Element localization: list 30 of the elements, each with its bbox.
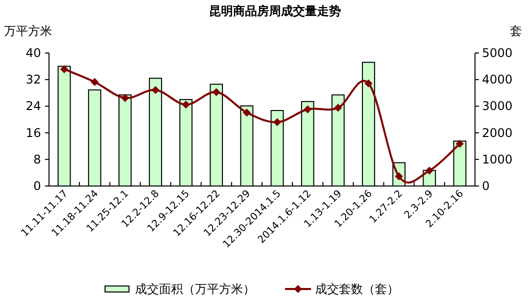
point <box>90 78 99 86</box>
point <box>152 86 160 94</box>
y-axis-title: 万平方米 <box>4 24 52 38</box>
legend-label: 成交面积（万平方米） <box>135 282 255 296</box>
y2-tick-label: 0 <box>482 179 490 193</box>
y2-tick-label: 3000 <box>482 99 513 114</box>
point <box>182 100 190 109</box>
y2-tick-label: 4000 <box>482 72 513 87</box>
y-tick-label: 24 <box>26 99 41 114</box>
point <box>334 104 342 112</box>
point <box>121 94 130 102</box>
y-tick-label: 32 <box>26 72 41 87</box>
y2-tick-label: 2000 <box>482 126 513 140</box>
y-tick-label: 8 <box>33 152 41 166</box>
y-tick-label: 0 <box>33 179 41 193</box>
y2-tick-label: 1000 <box>482 152 513 166</box>
point <box>364 79 372 88</box>
point <box>212 88 220 96</box>
y-tick-label: 16 <box>26 126 41 140</box>
legend-label: 成交套数（套） <box>315 282 399 296</box>
point <box>242 108 251 117</box>
point <box>425 166 434 175</box>
point <box>304 105 312 114</box>
y2-axis-title: 套 <box>510 24 522 38</box>
point <box>273 118 282 126</box>
point <box>456 140 464 148</box>
chart-title: 昆明商品房周成交量走势 <box>209 4 341 18</box>
point <box>60 65 68 74</box>
y2-tick-label: 5000 <box>482 46 513 60</box>
y-tick-label: 40 <box>26 46 41 60</box>
